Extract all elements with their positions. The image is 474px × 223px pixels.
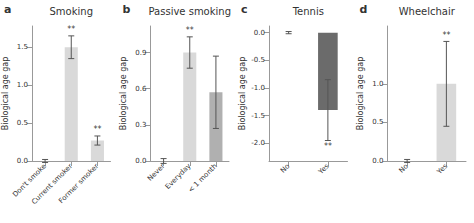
- svg-text:1.0: 1.0: [17, 81, 28, 89]
- svg-text:Biological age gap: Biological age gap: [1, 57, 10, 131]
- svg-text:c: c: [241, 3, 248, 16]
- svg-text:-0.5: -0.5: [251, 56, 265, 64]
- svg-text:Passive smoking: Passive smoking: [149, 6, 231, 17]
- svg-text:**: **: [93, 125, 101, 134]
- svg-text:d: d: [360, 3, 368, 16]
- svg-text:**: **: [67, 25, 75, 34]
- svg-text:0.6: 0.6: [135, 85, 147, 93]
- svg-text:0.3: 0.3: [135, 121, 146, 129]
- svg-text:Yes: Yes: [435, 162, 450, 177]
- svg-text:a: a: [4, 3, 11, 16]
- svg-text:< 1 month: < 1 month: [187, 162, 219, 194]
- svg-text:Biological age gap: Biological age gap: [356, 57, 365, 131]
- svg-text:Biological age gap: Biological age gap: [238, 57, 247, 131]
- svg-text:Biological age gap: Biological age gap: [119, 57, 128, 131]
- svg-text:Everyday: Everyday: [163, 162, 193, 191]
- svg-text:**: **: [442, 31, 450, 40]
- svg-text:0.9: 0.9: [135, 49, 146, 57]
- svg-text:b: b: [123, 3, 131, 16]
- svg-text:Tennis: Tennis: [292, 6, 324, 17]
- svg-text:Current smoker: Current smoker: [30, 162, 75, 207]
- svg-text:**: **: [324, 142, 332, 151]
- svg-text:-1.5: -1.5: [251, 112, 265, 120]
- svg-text:Wheelchair: Wheelchair: [399, 6, 456, 17]
- svg-text:0.0: 0.0: [254, 29, 265, 37]
- svg-text:Smoking: Smoking: [50, 6, 93, 17]
- svg-text:0.5: 0.5: [372, 118, 383, 126]
- svg-text:Never: Never: [146, 162, 166, 182]
- svg-text:Yes: Yes: [316, 162, 331, 177]
- svg-text:Don't smoke: Don't smoke: [11, 162, 48, 199]
- svg-text:0.0: 0.0: [372, 157, 383, 165]
- svg-text:1.0: 1.0: [372, 80, 383, 88]
- svg-text:0.0: 0.0: [135, 157, 146, 165]
- svg-text:0.5: 0.5: [17, 119, 28, 127]
- svg-text:-1.0: -1.0: [251, 84, 265, 92]
- svg-text:Former smoker: Former smoker: [57, 162, 100, 205]
- svg-text:0.0: 0.0: [17, 157, 28, 165]
- svg-text:1.5: 1.5: [17, 43, 28, 51]
- svg-text:No: No: [398, 162, 410, 174]
- svg-text:No: No: [279, 162, 291, 174]
- svg-text:**: **: [186, 26, 194, 35]
- svg-text:-2.0: -2.0: [251, 139, 265, 147]
